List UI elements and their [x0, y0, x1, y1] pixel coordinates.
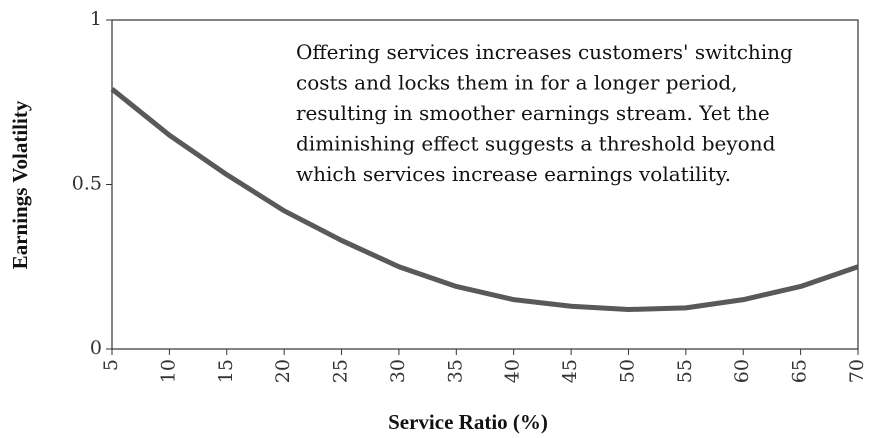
x-tick-label: 30	[387, 359, 409, 383]
x-tick-label: 55	[674, 359, 696, 383]
x-axis-label: Service Ratio (%)	[388, 410, 548, 434]
x-tick-label: 15	[215, 359, 237, 383]
x-tick-label: 50	[616, 359, 638, 383]
x-tick-label: 35	[444, 359, 466, 383]
x-tick-label: 70	[846, 359, 868, 383]
annotation-line: costs and locks them in for a longer per…	[296, 71, 738, 95]
y-tick-label: 1	[90, 8, 102, 30]
x-tick-label: 20	[272, 359, 294, 383]
x-tick-label: 60	[731, 359, 753, 383]
x-tick-label: 10	[157, 359, 179, 383]
line-series	[110, 87, 859, 313]
x-tick-label: 45	[559, 359, 581, 383]
x-tick-label: 25	[330, 359, 352, 383]
x-tick-label: 40	[502, 359, 524, 383]
y-axis-label: Earnings Volatility	[8, 100, 32, 269]
annotation-line: Offering services increases customers' s…	[296, 40, 793, 64]
annotation-line: which services increase earnings volatil…	[296, 162, 731, 186]
x-tick-label: 5	[100, 359, 122, 371]
y-tick-label: 0.5	[72, 173, 102, 195]
annotation-line: resulting in smoother earnings stream. Y…	[296, 101, 770, 125]
x-tick-label: 65	[789, 359, 811, 383]
annotation-line: diminishing effect suggests a threshold …	[296, 132, 776, 156]
y-tick-label: 0	[90, 337, 102, 359]
